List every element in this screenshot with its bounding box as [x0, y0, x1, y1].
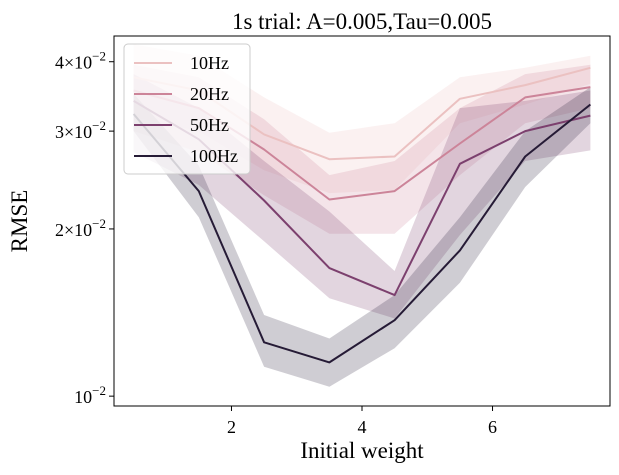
x-tick-label: 6	[488, 417, 497, 437]
y-tick-label: 10−2	[74, 383, 106, 407]
y-tick-label: 2×10−2	[55, 216, 106, 240]
legend-box	[123, 43, 251, 175]
x-tick-label: 2	[227, 417, 236, 437]
x-axis: 2 4 6	[227, 406, 497, 437]
legend-label-20Hz: 20Hz	[190, 84, 229, 104]
legend: 10Hz 20Hz 50Hz 100Hz	[123, 43, 251, 175]
legend-label-100Hz: 100Hz	[190, 146, 238, 166]
legend-label-50Hz: 50Hz	[190, 115, 229, 135]
line-100Hz	[132, 103, 592, 364]
y-tick-label: 3×10−2	[55, 118, 106, 142]
chart-title: 1s trial: A=0.005,Tau=0.005	[232, 9, 492, 34]
y-axis-title: RMSE	[7, 190, 32, 253]
band-20Hz	[133, 64, 591, 234]
y-axis: 10−2 2×10−2 3×10−2 4×10−2	[55, 49, 114, 407]
band-50Hz	[133, 74, 591, 319]
band-100Hz	[133, 87, 591, 387]
legend-label-10Hz: 10Hz	[190, 53, 229, 73]
y-tick-label: 4×10−2	[55, 49, 106, 73]
x-tick-label: 4	[358, 417, 367, 437]
x-axis-title: Initial weight	[300, 438, 424, 463]
